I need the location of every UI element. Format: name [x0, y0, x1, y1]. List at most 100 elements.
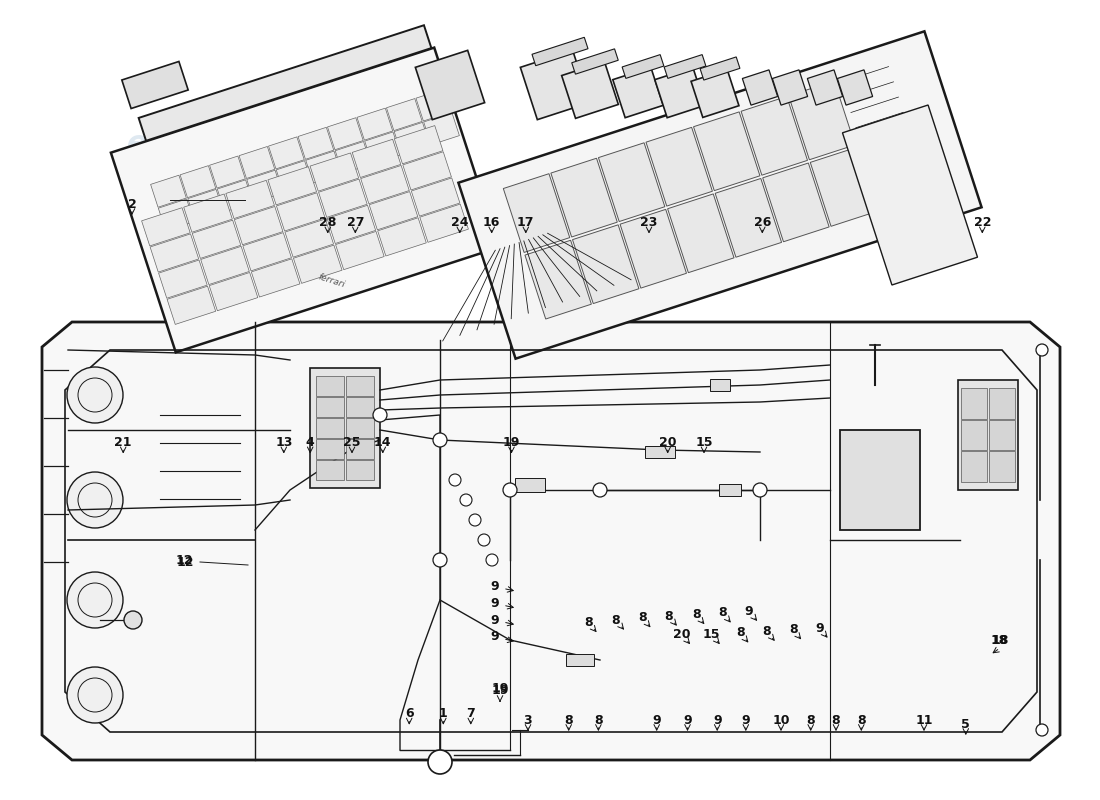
- Circle shape: [754, 483, 767, 497]
- Polygon shape: [620, 210, 686, 288]
- Text: 9: 9: [491, 614, 499, 626]
- Text: 9: 9: [652, 714, 661, 726]
- Text: 8: 8: [564, 714, 573, 726]
- Text: 15: 15: [703, 628, 720, 641]
- Polygon shape: [504, 174, 570, 253]
- Text: 8: 8: [584, 616, 593, 629]
- Text: 14: 14: [374, 436, 392, 449]
- Text: 8: 8: [638, 611, 647, 624]
- Polygon shape: [654, 67, 705, 118]
- Polygon shape: [328, 118, 363, 150]
- Circle shape: [1036, 344, 1048, 356]
- Polygon shape: [316, 460, 344, 480]
- Polygon shape: [365, 132, 400, 164]
- Polygon shape: [310, 153, 359, 191]
- Text: 8: 8: [762, 625, 771, 638]
- Polygon shape: [316, 397, 344, 417]
- Polygon shape: [319, 179, 367, 218]
- Text: 6: 6: [405, 707, 414, 720]
- Text: 8: 8: [857, 714, 866, 726]
- Text: 8: 8: [806, 714, 815, 726]
- Polygon shape: [961, 420, 988, 450]
- Text: ferrari: ferrari: [317, 272, 345, 290]
- Polygon shape: [646, 127, 713, 206]
- Text: 18: 18: [990, 634, 1008, 646]
- Polygon shape: [151, 175, 186, 207]
- Polygon shape: [961, 451, 988, 482]
- Circle shape: [469, 514, 481, 526]
- Text: 27: 27: [346, 216, 364, 229]
- Polygon shape: [336, 142, 371, 174]
- Polygon shape: [184, 194, 232, 232]
- Polygon shape: [345, 418, 374, 438]
- Text: 19: 19: [492, 683, 508, 697]
- Text: 22: 22: [974, 216, 991, 229]
- Polygon shape: [772, 70, 807, 105]
- Text: 20: 20: [659, 436, 676, 449]
- Text: eurosparts: eurosparts: [126, 530, 314, 558]
- Text: 8: 8: [664, 610, 673, 622]
- Circle shape: [124, 611, 142, 629]
- Circle shape: [486, 554, 498, 566]
- Text: 17: 17: [517, 216, 535, 229]
- Polygon shape: [598, 142, 664, 222]
- Text: 11: 11: [915, 714, 933, 726]
- Polygon shape: [268, 166, 317, 205]
- Polygon shape: [837, 70, 872, 105]
- Text: 8: 8: [789, 623, 797, 636]
- Polygon shape: [180, 166, 216, 198]
- Text: europarts: europarts: [597, 530, 767, 558]
- Bar: [958, 380, 1018, 490]
- Polygon shape: [394, 126, 443, 164]
- Polygon shape: [285, 219, 333, 257]
- Polygon shape: [316, 376, 344, 396]
- Text: 8: 8: [718, 606, 727, 619]
- Circle shape: [433, 553, 447, 567]
- Polygon shape: [989, 451, 1015, 482]
- Polygon shape: [218, 180, 253, 212]
- Text: 21: 21: [114, 436, 132, 449]
- Text: 15: 15: [695, 436, 713, 449]
- Polygon shape: [411, 178, 460, 216]
- Polygon shape: [532, 38, 588, 66]
- Polygon shape: [298, 127, 333, 159]
- Circle shape: [428, 750, 452, 774]
- Polygon shape: [139, 26, 431, 141]
- Text: 9: 9: [683, 714, 692, 726]
- Polygon shape: [276, 161, 312, 193]
- Polygon shape: [807, 70, 843, 105]
- Polygon shape: [251, 258, 300, 297]
- Polygon shape: [243, 233, 292, 271]
- Text: 9: 9: [491, 630, 499, 643]
- Circle shape: [67, 367, 123, 423]
- Circle shape: [1036, 724, 1048, 736]
- Text: 3: 3: [524, 714, 532, 726]
- Text: 19: 19: [503, 436, 520, 449]
- Polygon shape: [209, 273, 257, 310]
- Polygon shape: [352, 139, 400, 178]
- Polygon shape: [572, 225, 639, 303]
- Polygon shape: [226, 180, 274, 218]
- Text: 8: 8: [612, 614, 620, 626]
- Polygon shape: [111, 48, 499, 352]
- Polygon shape: [403, 152, 451, 190]
- Polygon shape: [42, 322, 1060, 760]
- Text: 7: 7: [466, 707, 475, 720]
- Text: 9: 9: [815, 622, 824, 634]
- Circle shape: [449, 474, 461, 486]
- Polygon shape: [345, 376, 374, 396]
- Polygon shape: [316, 439, 344, 459]
- Text: eurosparts: eurosparts: [126, 130, 314, 158]
- Polygon shape: [370, 191, 418, 230]
- Text: 8: 8: [692, 608, 701, 621]
- Polygon shape: [811, 147, 877, 226]
- Polygon shape: [361, 166, 409, 204]
- Text: 9: 9: [491, 580, 499, 593]
- Polygon shape: [268, 137, 305, 169]
- Polygon shape: [142, 208, 190, 246]
- Polygon shape: [989, 420, 1015, 450]
- Polygon shape: [345, 397, 374, 417]
- Bar: [515, 478, 544, 492]
- Circle shape: [593, 483, 607, 497]
- Text: 13: 13: [275, 436, 293, 449]
